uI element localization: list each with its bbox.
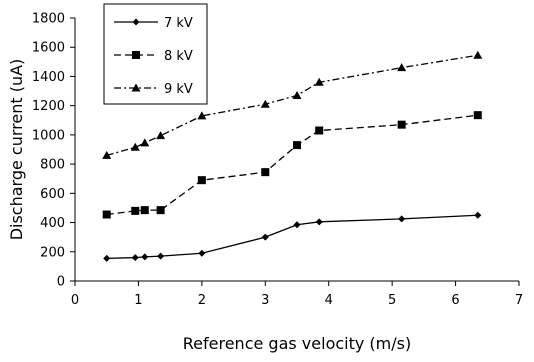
data-point <box>397 120 406 129</box>
data-point <box>141 253 149 261</box>
data-point <box>261 168 270 177</box>
x-axis-ticks: 0 1 2 3 4 5 6 7 <box>71 281 523 308</box>
y-tick-label: 800 <box>40 158 65 173</box>
legend-marker <box>132 18 140 26</box>
x-axis-title: Reference gas velocity (m/s) <box>183 334 411 353</box>
axes <box>74 18 519 282</box>
y-tick-label: 1000 <box>32 128 65 143</box>
x-tick-label: 3 <box>261 293 269 308</box>
data-point <box>156 206 165 215</box>
x-tick-label: 6 <box>451 293 459 308</box>
x-tick-label: 7 <box>515 293 523 308</box>
series-8kv <box>102 111 482 219</box>
series-line <box>106 114 478 216</box>
data-point <box>315 126 324 135</box>
x-tick-label: 2 <box>198 293 206 308</box>
data-point <box>157 252 165 260</box>
data-point <box>474 211 482 219</box>
data-point <box>314 77 324 86</box>
data-point <box>260 99 270 108</box>
data-point <box>292 90 302 99</box>
data-point <box>102 150 112 159</box>
legend-label: 7 kV <box>164 16 193 31</box>
y-tick-label: 1200 <box>32 99 65 114</box>
legend-marker <box>132 51 140 59</box>
y-axis-ticks: 0 200 400 600 800 1000 1200 1400 1600 1800 <box>32 12 75 290</box>
data-point <box>293 221 301 229</box>
series-line <box>106 54 478 156</box>
data-point <box>103 254 111 262</box>
legend: 7 kV 8 kV 9 kV <box>103 3 208 105</box>
data-point <box>398 215 406 223</box>
data-point <box>131 206 140 215</box>
y-tick-label: 0 <box>57 275 65 290</box>
legend-box <box>103 3 208 105</box>
data-point <box>261 233 269 241</box>
legend-marker <box>131 83 141 92</box>
legend-label: 8 kV <box>164 49 193 64</box>
y-tick-label: 200 <box>40 245 65 260</box>
data-point <box>197 111 207 120</box>
x-tick-label: 5 <box>388 293 396 308</box>
data-point <box>156 131 166 140</box>
y-tick-label: 1800 <box>32 12 65 27</box>
series-9kv <box>102 50 483 159</box>
data-point <box>140 138 150 147</box>
x-tick-label: 0 <box>71 293 79 308</box>
y-tick-label: 1400 <box>32 70 65 85</box>
data-point <box>102 210 111 219</box>
y-tick-label: 400 <box>40 216 65 231</box>
data-point <box>397 63 407 72</box>
y-axis-title: Discharge current (uA) <box>7 59 26 241</box>
legend-label: 9 kV <box>164 82 193 97</box>
data-point <box>315 218 323 226</box>
x-tick-label: 4 <box>325 293 333 308</box>
data-point <box>140 206 149 215</box>
x-tick-label: 1 <box>134 293 142 308</box>
y-tick-label: 600 <box>40 187 65 202</box>
series-line <box>106 214 478 260</box>
data-point <box>293 141 301 150</box>
series-group <box>102 50 483 262</box>
series-7kv <box>103 211 482 262</box>
y-tick-label: 1600 <box>32 41 65 56</box>
data-point <box>131 254 139 262</box>
data-point <box>198 249 206 257</box>
data-point <box>197 176 206 185</box>
data-point <box>473 111 482 120</box>
data-point <box>473 50 483 59</box>
data-point <box>130 142 140 151</box>
